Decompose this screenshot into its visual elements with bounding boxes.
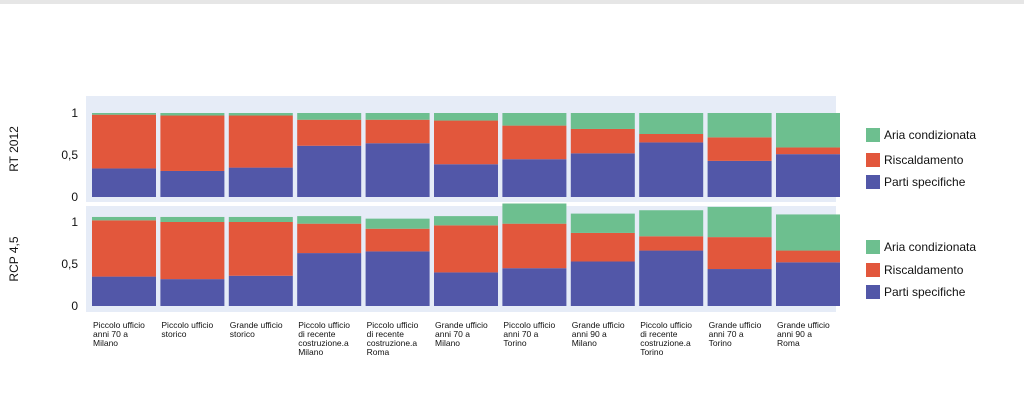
y-tick-label: 0,5 xyxy=(61,148,78,162)
bar-segment-parti-specifiche xyxy=(502,159,567,197)
bar-segment-aria-condizionata xyxy=(776,214,840,251)
bar-segment-riscaldamento xyxy=(776,250,840,263)
top-border xyxy=(0,0,1024,4)
bar-segment-aria-condizionata xyxy=(92,216,156,221)
bar-segment-riscaldamento xyxy=(639,236,704,251)
bar-segment-parti-specifiche xyxy=(639,250,704,306)
bar-segment-aria-condizionata xyxy=(639,210,704,237)
y-tick-label: 0 xyxy=(71,190,78,204)
bar-segment-riscaldamento xyxy=(92,114,156,169)
bar-segment-aria-condizionata xyxy=(502,113,567,126)
bar-segment-riscaldamento xyxy=(160,222,225,280)
bar-segment-riscaldamento xyxy=(228,115,293,168)
bar-segment-riscaldamento xyxy=(776,147,840,155)
category-label: Grande ufficio anni 70 a Milano xyxy=(435,320,488,348)
bar-segment-parti-specifiche xyxy=(434,272,498,306)
bar-segment-parti-specifiche xyxy=(160,170,225,197)
bar-segment-riscaldamento xyxy=(160,115,225,171)
bar-segment-aria-condizionata xyxy=(707,113,772,138)
bar-segment-aria-condizionata xyxy=(160,216,225,222)
bar-segment-parti-specifiche xyxy=(570,153,635,197)
category-label: Piccolo ufficio di recente costruzione.a… xyxy=(640,320,693,357)
row-title-rcp45: RCP 4,5 xyxy=(7,236,21,282)
bar-segment-parti-specifiche xyxy=(502,268,567,306)
bar-segment-parti-specifiche xyxy=(707,160,772,197)
bar-segment-riscaldamento xyxy=(707,237,772,270)
bar-segment-parti-specifiche xyxy=(92,276,156,306)
bar-segment-riscaldamento xyxy=(297,119,362,146)
bar-segment-parti-specifiche xyxy=(228,275,293,306)
bar-segment-aria-condizionata xyxy=(570,213,635,233)
bar-segment-parti-specifiche xyxy=(570,261,635,306)
bar-segment-parti-specifiche xyxy=(160,279,225,306)
bar-segment-aria-condizionata xyxy=(434,216,498,226)
legend-swatch-riscaldamento xyxy=(866,153,880,167)
legend-swatch-aria-condizionata xyxy=(866,128,880,142)
bar-segment-riscaldamento xyxy=(92,220,156,277)
bar-segment-aria-condizionata xyxy=(228,216,293,222)
bar-segment-aria-condizionata xyxy=(160,113,225,116)
bar-segment-riscaldamento xyxy=(365,228,430,252)
bar-segment-aria-condizionata xyxy=(639,113,704,134)
bar-segment-riscaldamento xyxy=(570,232,635,262)
category-label: Piccolo ufficio storico xyxy=(161,320,214,339)
bar-segment-aria-condizionata xyxy=(297,113,362,120)
bar-segment-aria-condizionata xyxy=(502,203,567,224)
legend-label: Parti specifiche xyxy=(884,285,966,299)
bar-segment-riscaldamento xyxy=(639,134,704,143)
category-label: Piccolo ufficio anni 70 a Torino xyxy=(503,320,556,348)
bar-segment-riscaldamento xyxy=(570,128,635,154)
bar-segment-parti-specifiche xyxy=(365,251,430,306)
category-label: Grande ufficio anni 90 a Roma xyxy=(777,320,830,348)
bar-segment-parti-specifiche xyxy=(365,143,430,197)
bar-segment-aria-condizionata xyxy=(776,113,840,148)
bar-segment-aria-condizionata xyxy=(92,113,156,115)
legend-swatch-parti-specifiche xyxy=(866,175,880,189)
legend-label: Riscaldamento xyxy=(884,153,964,167)
category-label: Piccolo ufficio di recente costruzione.a… xyxy=(366,320,419,357)
bar-segment-riscaldamento xyxy=(228,222,293,276)
bar-segment-parti-specifiche xyxy=(639,142,704,197)
category-label: Grande ufficio anni 90 a Milano xyxy=(571,320,625,348)
y-tick-label: 1 xyxy=(71,215,78,229)
category-label: Piccolo ufficio di recente costruzione.a… xyxy=(298,320,351,357)
bar-segment-parti-specifiche xyxy=(776,262,840,306)
legend-swatch-parti-specifiche xyxy=(866,285,880,299)
legend-label: Parti specifiche xyxy=(884,175,966,189)
bar-segment-parti-specifiche xyxy=(707,269,772,306)
bar-segment-aria-condizionata xyxy=(570,113,635,129)
row-title-rt2012: RT 2012 xyxy=(7,126,21,172)
bar-segment-aria-condizionata xyxy=(707,206,772,238)
bar-segment-parti-specifiche xyxy=(434,164,498,197)
bar-segment-parti-specifiche xyxy=(297,253,362,306)
bar-segment-riscaldamento xyxy=(297,223,362,254)
legend-label: Aria condizionata xyxy=(884,240,977,254)
bar-segment-aria-condizionata xyxy=(228,113,293,116)
category-label: Piccolo ufficio anni 70 a Milano xyxy=(93,320,145,348)
bar-segment-aria-condizionata xyxy=(365,113,430,120)
bar-segment-parti-specifiche xyxy=(297,145,362,197)
y-tick-label: 1 xyxy=(71,106,78,120)
category-label: Grande ufficio storico xyxy=(229,320,283,339)
bar-segment-riscaldamento xyxy=(707,137,772,161)
bar-segment-riscaldamento xyxy=(434,120,498,165)
category-label: Grande ufficio anni 70 a Torino xyxy=(708,320,762,348)
bar-segment-riscaldamento xyxy=(434,225,498,273)
legend-swatch-aria-condizionata xyxy=(866,240,880,254)
bar-segment-riscaldamento xyxy=(365,119,430,144)
y-tick-label: 0,5 xyxy=(61,257,78,271)
legend-label: Aria condizionata xyxy=(884,128,977,142)
legend-swatch-riscaldamento xyxy=(866,263,880,277)
bar-segment-riscaldamento xyxy=(502,223,567,269)
bar-segment-parti-specifiche xyxy=(776,154,840,197)
y-tick-label: 0 xyxy=(71,299,78,313)
bar-segment-aria-condizionata xyxy=(297,216,362,224)
bar-segment-aria-condizionata xyxy=(365,218,430,229)
bar-segment-riscaldamento xyxy=(502,125,567,160)
bar-segment-aria-condizionata xyxy=(434,113,498,121)
bar-segment-parti-specifiche xyxy=(92,168,156,197)
legend-label: Riscaldamento xyxy=(884,263,964,277)
bar-segment-parti-specifiche xyxy=(228,167,293,197)
